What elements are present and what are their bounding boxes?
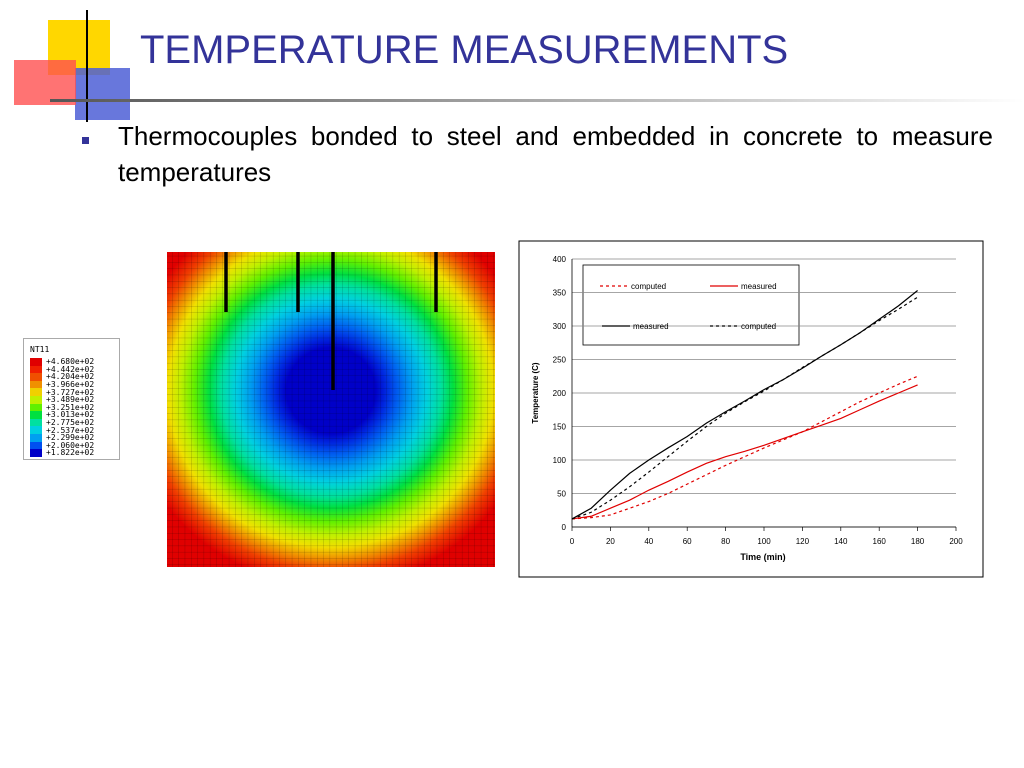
legend-swatch bbox=[30, 388, 42, 396]
contour-legend: NT11 +4.680e+02 +4.442e+02 +4.204e+02 +3.96… bbox=[23, 338, 120, 460]
y-axis-label: Temperature (C) bbox=[531, 362, 540, 424]
legend-row: +3.251e+02 bbox=[30, 402, 95, 412]
y-tick-label: 100 bbox=[553, 456, 567, 465]
legend-title: NT11 bbox=[30, 345, 50, 354]
legend-row: +3.727e+02 bbox=[30, 387, 95, 397]
legend-label: +1.822e+02 bbox=[46, 448, 95, 458]
legend-label: +2.537e+02 bbox=[46, 425, 95, 435]
legend-row: +4.680e+02 bbox=[30, 357, 95, 367]
x-tick-label: 20 bbox=[606, 537, 615, 546]
legend-label: computed bbox=[631, 282, 666, 291]
legend-label: +2.060e+02 bbox=[46, 440, 95, 450]
legend-label: +2.775e+02 bbox=[46, 418, 95, 428]
y-tick-label: 0 bbox=[562, 523, 567, 532]
decoration bbox=[14, 10, 1024, 122]
legend-row: +3.966e+02 bbox=[30, 380, 95, 390]
legend-swatch bbox=[30, 418, 42, 427]
deco-square bbox=[75, 68, 130, 120]
y-tick-label: 300 bbox=[553, 322, 567, 331]
legend-row: +4.204e+02 bbox=[30, 372, 95, 382]
x-tick-label: 120 bbox=[796, 537, 810, 546]
series-line bbox=[571, 296, 918, 520]
legend-label: +3.727e+02 bbox=[46, 387, 95, 397]
legend bbox=[582, 264, 800, 346]
legend-label: +3.251e+02 bbox=[46, 402, 95, 412]
legend-row: +3.013e+02 bbox=[30, 410, 95, 420]
legend-label: measured bbox=[633, 322, 669, 331]
legend-swatch bbox=[30, 380, 42, 389]
legend-swatch bbox=[30, 426, 42, 434]
y-tick-label: 350 bbox=[553, 289, 567, 298]
legend-label: computed bbox=[741, 322, 776, 331]
legend-swatch bbox=[30, 441, 42, 450]
y-tick-label: 400 bbox=[553, 255, 567, 264]
y-tick-label: 50 bbox=[557, 490, 566, 499]
legend-swatch bbox=[30, 365, 42, 374]
legend-swatch bbox=[30, 373, 42, 381]
legend-swatch bbox=[30, 449, 42, 457]
legend-row: +2.537e+02 bbox=[30, 425, 95, 435]
legend-row: +1.822e+02 bbox=[30, 448, 95, 458]
legend-row: +4.442e+02 bbox=[30, 364, 95, 374]
legend-label: +4.204e+02 bbox=[46, 372, 95, 382]
legend-swatch bbox=[30, 358, 42, 366]
legend-swatch bbox=[30, 433, 42, 442]
y-tick-label: 200 bbox=[553, 389, 567, 398]
legend-label: +4.680e+02 bbox=[46, 357, 95, 367]
x-tick-label: 100 bbox=[757, 537, 771, 546]
legend-row: +2.775e+02 bbox=[30, 418, 95, 428]
series-line bbox=[571, 384, 918, 520]
slide-title: TEMPERATURE MEASUREMENTS bbox=[140, 28, 789, 72]
series-line bbox=[571, 375, 918, 520]
x-axis-label: Time (min) bbox=[740, 552, 785, 562]
y-tick-label: 150 bbox=[553, 423, 567, 432]
legend-label: +3.966e+02 bbox=[46, 380, 95, 390]
legend-label: +2.299e+02 bbox=[46, 433, 95, 443]
legend-swatch bbox=[30, 411, 42, 419]
deco-square bbox=[14, 60, 76, 105]
legend-row: +2.060e+02 bbox=[30, 440, 95, 450]
x-tick-label: 0 bbox=[570, 537, 575, 546]
bullet-text: Thermocouples bonded to steel and embedd… bbox=[118, 121, 993, 187]
y-tick-label: 250 bbox=[553, 356, 567, 365]
legend-label: +3.013e+02 bbox=[46, 410, 95, 420]
x-tick-label: 160 bbox=[873, 537, 887, 546]
x-tick-label: 60 bbox=[683, 537, 692, 546]
legend-label: +4.442e+02 bbox=[46, 364, 95, 374]
legend-row: +3.489e+02 bbox=[30, 395, 95, 405]
x-tick-label: 180 bbox=[911, 537, 925, 546]
legend-swatch bbox=[30, 395, 42, 404]
legend-swatch bbox=[30, 403, 42, 412]
x-tick-label: 140 bbox=[834, 537, 848, 546]
x-tick-label: 80 bbox=[721, 537, 730, 546]
chart: Time (min) Temperature (C) 0501001502002… bbox=[518, 240, 984, 578]
legend-label: measured bbox=[741, 282, 777, 291]
x-tick-label: 40 bbox=[644, 537, 653, 546]
legend-row: +2.299e+02 bbox=[30, 433, 95, 443]
contour-plot bbox=[167, 252, 495, 567]
legend-label: +3.489e+02 bbox=[46, 395, 95, 405]
title-rule bbox=[50, 99, 1024, 102]
x-tick-label: 200 bbox=[949, 537, 963, 546]
bullet-mark bbox=[82, 137, 89, 144]
